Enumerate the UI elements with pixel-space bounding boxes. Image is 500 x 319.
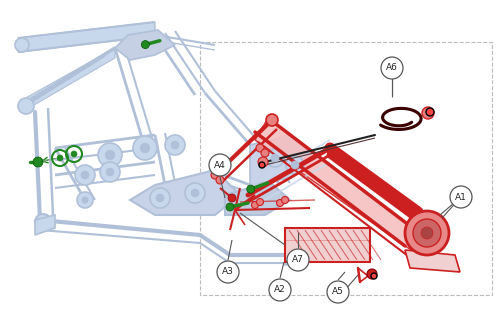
Circle shape	[81, 171, 89, 179]
Circle shape	[165, 135, 185, 155]
Text: A3: A3	[222, 268, 234, 277]
Circle shape	[271, 154, 279, 162]
Polygon shape	[405, 250, 460, 272]
Circle shape	[57, 155, 63, 161]
Polygon shape	[250, 135, 315, 185]
Circle shape	[106, 168, 114, 176]
Circle shape	[75, 165, 95, 185]
Circle shape	[211, 171, 219, 179]
Circle shape	[252, 202, 258, 209]
Circle shape	[209, 154, 231, 176]
Circle shape	[405, 211, 449, 255]
Text: A7: A7	[292, 256, 304, 264]
Text: A1: A1	[455, 192, 467, 202]
Polygon shape	[35, 215, 55, 235]
Text: A5: A5	[332, 287, 344, 296]
Circle shape	[140, 143, 150, 153]
Circle shape	[413, 219, 441, 247]
Circle shape	[33, 157, 43, 167]
Circle shape	[266, 114, 278, 126]
Circle shape	[256, 144, 264, 152]
Circle shape	[77, 192, 93, 208]
Circle shape	[287, 249, 309, 271]
Circle shape	[258, 157, 268, 167]
Circle shape	[133, 136, 157, 160]
Circle shape	[259, 162, 265, 168]
Circle shape	[185, 183, 205, 203]
Circle shape	[142, 41, 150, 48]
Polygon shape	[255, 118, 418, 255]
Circle shape	[426, 108, 434, 116]
Circle shape	[246, 185, 254, 193]
Circle shape	[15, 38, 29, 52]
Text: A6: A6	[386, 63, 398, 72]
Circle shape	[226, 203, 234, 211]
Circle shape	[371, 273, 377, 279]
Circle shape	[269, 279, 291, 301]
Circle shape	[35, 214, 51, 230]
Circle shape	[156, 194, 164, 202]
Circle shape	[327, 281, 349, 303]
Polygon shape	[285, 245, 310, 265]
Text: A2: A2	[274, 286, 286, 294]
Circle shape	[256, 198, 264, 205]
Circle shape	[367, 269, 377, 279]
Circle shape	[98, 143, 122, 167]
Circle shape	[18, 98, 34, 114]
Circle shape	[82, 197, 88, 203]
Circle shape	[261, 149, 269, 157]
Circle shape	[421, 227, 433, 239]
Circle shape	[100, 162, 120, 182]
Circle shape	[217, 261, 239, 283]
Polygon shape	[22, 48, 115, 112]
Circle shape	[216, 176, 224, 184]
Polygon shape	[225, 182, 290, 215]
Polygon shape	[130, 170, 240, 215]
Circle shape	[450, 186, 472, 208]
Polygon shape	[115, 30, 175, 60]
Text: A4: A4	[214, 160, 226, 169]
Circle shape	[291, 161, 299, 169]
Circle shape	[171, 141, 179, 149]
Circle shape	[286, 156, 304, 174]
Circle shape	[71, 151, 77, 157]
Circle shape	[266, 149, 284, 167]
Circle shape	[191, 189, 199, 197]
Circle shape	[228, 194, 236, 202]
Circle shape	[282, 197, 288, 204]
Circle shape	[381, 57, 403, 79]
Circle shape	[150, 188, 170, 208]
Circle shape	[105, 150, 115, 160]
Circle shape	[276, 199, 283, 206]
Circle shape	[422, 107, 434, 119]
Polygon shape	[18, 22, 155, 52]
Polygon shape	[285, 228, 370, 262]
